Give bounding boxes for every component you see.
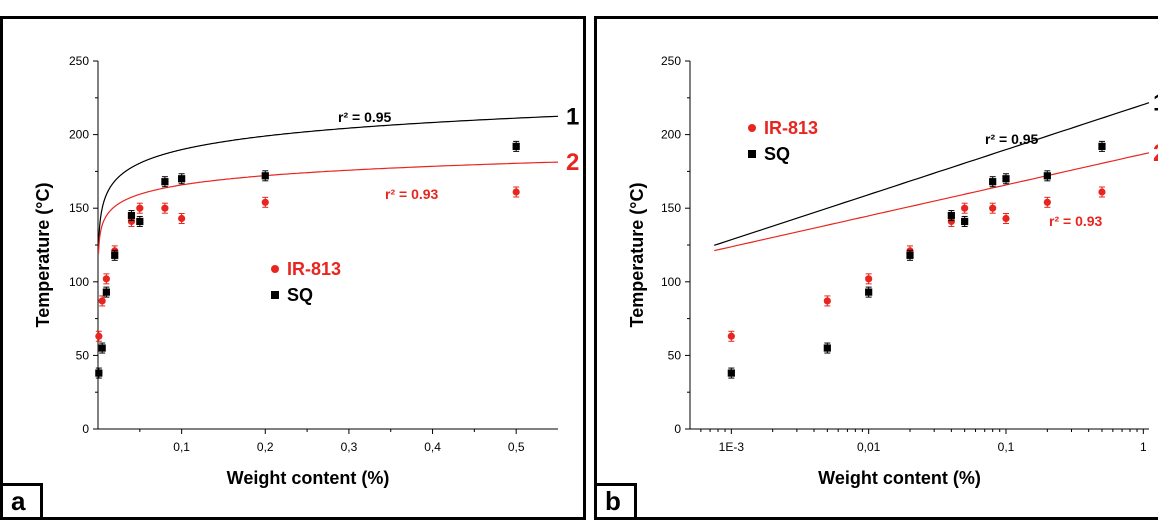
data-point-sq [1098, 142, 1106, 150]
data-point-sq [512, 142, 520, 150]
data-point-ir-813 [1098, 188, 1106, 196]
x-tick-label: 1 [1140, 440, 1147, 454]
y-tick-label: 100 [661, 275, 681, 289]
data-point-sq [961, 217, 969, 226]
data-point-ir-813 [823, 297, 831, 305]
x-tick-label: 0,4 [424, 440, 441, 454]
panel-letter-a: a [3, 483, 43, 517]
panel-letter-b: b [597, 483, 637, 517]
data-point-ir-813 [961, 204, 969, 212]
data-point-sq [947, 211, 955, 220]
data-point-sq [178, 175, 186, 183]
data-point-sq [95, 369, 103, 377]
y-tick-label: 150 [661, 201, 681, 215]
x-tick-label: 0,1 [173, 440, 190, 454]
fit-curve-1 [714, 102, 1150, 246]
y-tick-label: 250 [69, 54, 89, 68]
y-tick-label: 50 [76, 348, 90, 362]
y-tick-label: 250 [661, 54, 681, 68]
panel-b: 0 50 100 150 200 250 1E-3 0,01 0,1 1 Weight conten… [594, 16, 1158, 520]
data-point-sq [127, 211, 136, 220]
data-point-ir-813 [127, 217, 136, 226]
legend-label-ir-813: IR-813 [764, 118, 818, 138]
data-point-ir-813 [178, 214, 186, 223]
data-point-sq [865, 288, 873, 296]
panel-a: 0 50 100 150 200 250 0,1 0,2 0,3 0,4 0,5 Weight con… [0, 16, 586, 520]
legend-label-sq: SQ [764, 144, 790, 164]
data-point-ir-813 [947, 217, 955, 226]
y-tick-label: 150 [69, 201, 89, 215]
data-point-ir-813 [1043, 198, 1051, 206]
data-point-ir-813 [512, 188, 520, 196]
y-tick-label: 100 [69, 275, 89, 289]
x-tick-label: 0,01 [857, 440, 881, 454]
y-tick-label: 50 [668, 348, 682, 362]
r-squared-label-2: r² = 0.93 [1049, 213, 1103, 229]
x-tick-label: 1E-3 [719, 440, 745, 454]
data-point-sq [102, 288, 110, 296]
fit-label-2: 2 [566, 149, 579, 176]
y-tick-label: 200 [69, 128, 89, 142]
data-point-ir-813 [102, 275, 110, 283]
data-point-ir-813 [161, 204, 169, 212]
legend-marker-ir-813 [271, 265, 279, 273]
data-point-sq [989, 178, 997, 186]
x-tick-label: 0,3 [341, 440, 358, 454]
data-point-ir-813 [727, 332, 735, 340]
fit-label-2: 2 [1153, 140, 1158, 167]
y-tick-label: 0 [674, 422, 681, 436]
data-point-sq [98, 344, 106, 352]
legend-label-sq: SQ [287, 285, 313, 305]
legend-marker-ir-813 [748, 124, 756, 132]
r-squared-label-1: r² = 0.95 [985, 131, 1039, 147]
y-tick-label: 200 [661, 128, 681, 142]
x-axis-label: Weight content (%) [227, 468, 390, 488]
fit-curve-2 [97, 161, 559, 254]
data-point-ir-813 [98, 297, 106, 305]
data-point-sq [727, 369, 735, 377]
data-point-sq [1043, 172, 1051, 180]
x-tick-label: 0,1 [998, 440, 1015, 454]
y-tick-label: 0 [82, 422, 89, 436]
chart-a: 0 50 100 150 200 250 0,1 0,2 0,3 0,4 0,5 Weight con… [33, 54, 579, 488]
data-point-sq [111, 251, 119, 259]
y-axis-label: Temperature (°C) [627, 183, 647, 328]
fit-label-1: 1 [1153, 90, 1158, 117]
r-squared-label-2: r² = 0.93 [385, 186, 439, 202]
legend-marker-sq [748, 150, 756, 158]
fit-label-1: 1 [566, 103, 579, 130]
legend-marker-sq [271, 291, 279, 299]
data-point-sq [1002, 175, 1010, 183]
x-axis-label: Weight content (%) [818, 468, 981, 488]
data-point-sq [136, 217, 144, 226]
data-point-ir-813 [95, 332, 103, 340]
fit-curve-2 [714, 152, 1150, 252]
r-squared-label-1: r² = 0.95 [338, 109, 392, 125]
x-tick-label: 0,5 [508, 440, 525, 454]
y-axis-label: Temperature (°C) [33, 183, 53, 328]
chart-b: 0 50 100 150 200 250 1E-3 0,01 0,1 1 Weight conten… [627, 54, 1158, 488]
data-point-sq [906, 251, 914, 259]
data-point-ir-813 [865, 275, 873, 283]
data-point-ir-813 [136, 204, 144, 212]
data-point-ir-813 [261, 198, 269, 206]
data-point-ir-813 [1002, 214, 1010, 223]
legend-label-ir-813: IR-813 [287, 259, 341, 279]
fit-curve-1 [97, 115, 559, 250]
data-point-sq [161, 178, 169, 186]
data-point-sq [261, 172, 269, 180]
data-point-sq [823, 344, 831, 352]
x-tick-label: 0,2 [257, 440, 274, 454]
data-point-ir-813 [989, 204, 997, 212]
